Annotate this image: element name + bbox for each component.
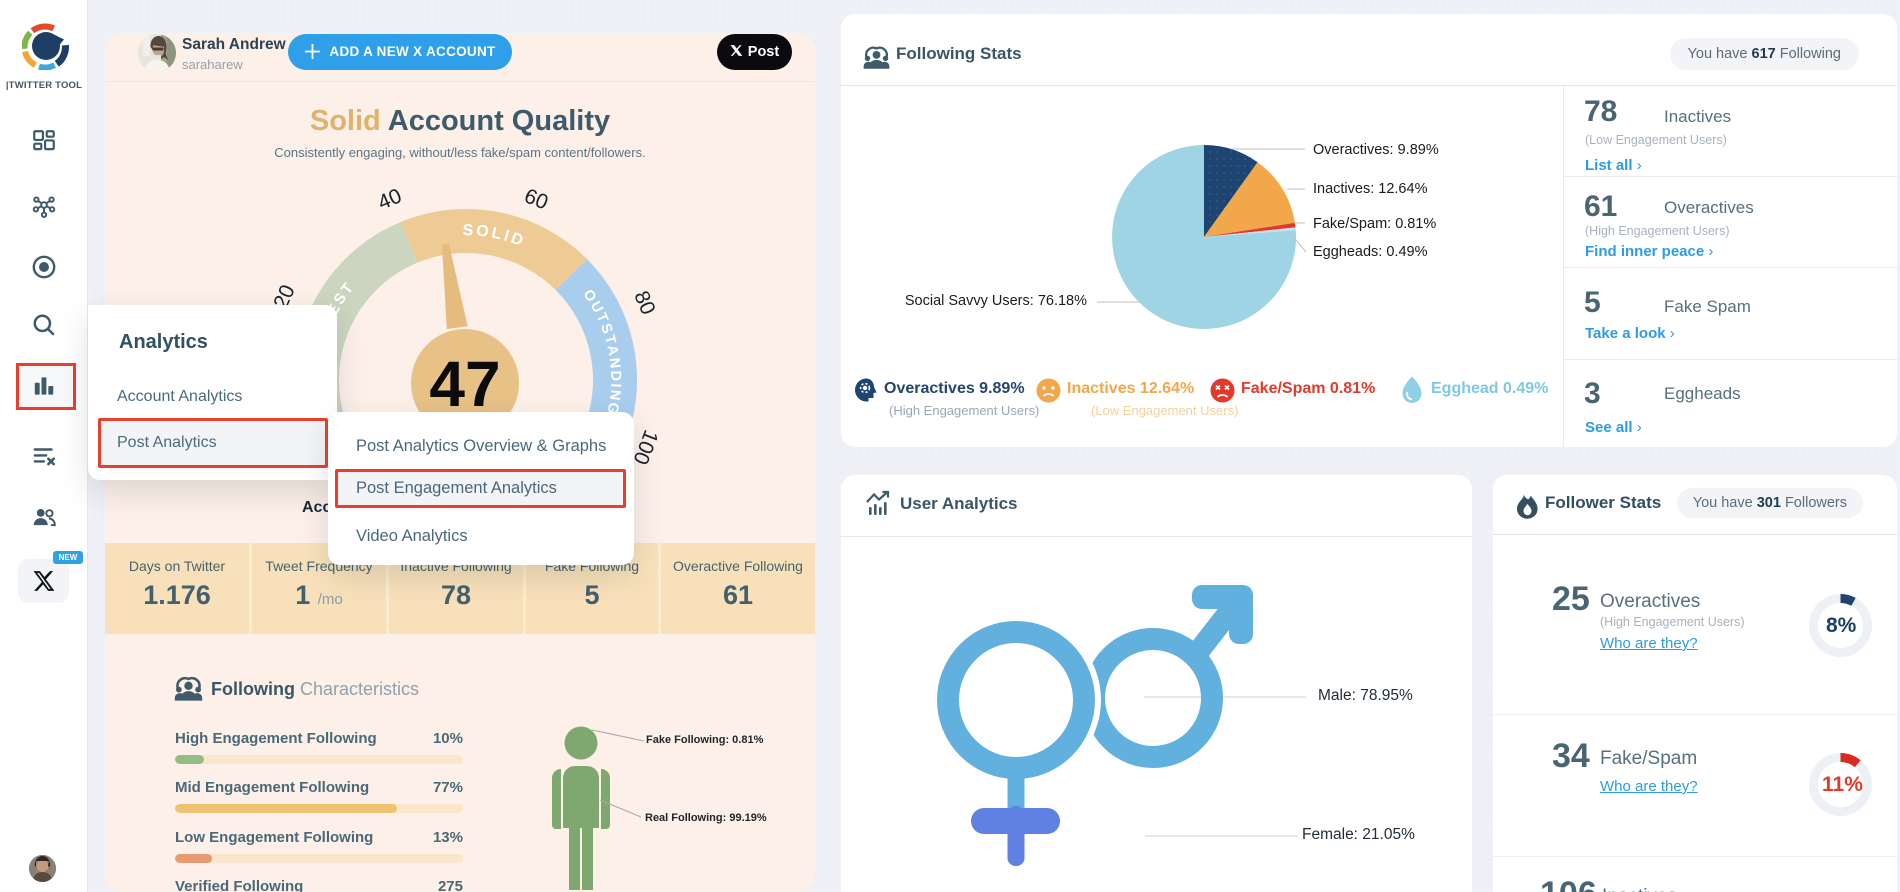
- svg-text:47: 47: [429, 348, 500, 420]
